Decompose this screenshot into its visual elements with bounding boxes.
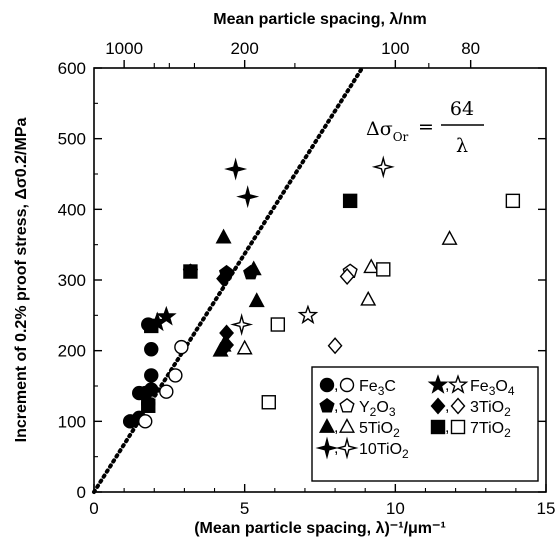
data-point: [441, 230, 458, 245]
y-tick-label: 200: [58, 342, 86, 361]
legend-marker: [339, 418, 355, 433]
legend-separator: ,: [334, 377, 338, 394]
legend-marker: [339, 377, 355, 393]
legend-marker: [319, 377, 335, 393]
data-point: [236, 185, 260, 209]
data-point: [215, 228, 232, 244]
data-point: [270, 317, 286, 332]
data-point: [144, 382, 159, 397]
data-point: [505, 193, 521, 209]
legend-label: 3TiO2: [470, 399, 511, 419]
legend-separator: ,: [445, 419, 449, 436]
data-point: [216, 270, 232, 288]
legend-label: 10TiO2: [359, 441, 409, 461]
data-point: [144, 368, 159, 383]
data-point: [339, 267, 355, 286]
data-point: [371, 155, 395, 179]
legend-marker: [427, 374, 449, 394]
equation-denominator: λ: [456, 135, 468, 157]
data-point: [327, 337, 343, 355]
data-point: [155, 305, 177, 326]
top-axis-ticks: 1000 200 100 80: [105, 39, 480, 68]
top-tick-label: 200: [230, 39, 258, 58]
top-tick-label: 100: [381, 39, 409, 58]
data-point: [297, 304, 319, 325]
legend-marker: [315, 436, 339, 460]
y-axis-title: Increment of 0.2% proof stress, Δσ0.2/MP…: [13, 118, 30, 443]
legend-marker: [339, 397, 355, 413]
x-tick-label: 10: [386, 499, 405, 518]
legend-label: 7TiO2: [470, 420, 511, 440]
data-point: [342, 193, 358, 209]
y-axis-ticks: 0 100 200 300 400 500 600: [58, 59, 546, 502]
data-point: [261, 395, 276, 410]
legend-marker: [319, 397, 335, 413]
y-tick-label: 300: [58, 271, 86, 290]
legend-label: Fe3O4: [470, 378, 515, 398]
data-point: [174, 339, 189, 355]
x-tick-label: 15: [537, 499, 556, 518]
data-point: [159, 384, 174, 399]
legend-separator: ,: [445, 398, 449, 415]
data-point: [360, 290, 377, 306]
y-tick-label: 400: [58, 200, 86, 219]
legend-marker: [447, 374, 469, 394]
data-point: [363, 258, 380, 274]
legend-marker: [430, 419, 446, 435]
data-point: [138, 414, 153, 429]
legend-label: Fe3C: [359, 378, 396, 398]
equation-lhs: ΔσOr: [366, 118, 409, 144]
data-point: [144, 318, 159, 334]
y-tick-label: 0: [77, 483, 86, 502]
equation: ΔσOr = 64 λ: [366, 98, 484, 157]
data-point: [168, 368, 183, 383]
data-point: [219, 324, 235, 342]
data-point: [376, 262, 391, 277]
y-tick-label: 100: [58, 412, 86, 431]
data-point: [236, 339, 253, 355]
x-tick-label: 5: [240, 499, 249, 518]
legend-label: 5TiO2: [359, 420, 400, 440]
data-point: [141, 398, 156, 413]
data-points: [122, 155, 521, 429]
legend-separator: ,: [445, 377, 449, 394]
top-tick-label: 80: [461, 39, 480, 58]
legend-separator: ,: [334, 398, 338, 415]
x-axis-title: (Mean particle spacing, λ)⁻¹/μm⁻¹: [194, 520, 446, 537]
legend: , Fe3C, Fe3O4, Y2O3, 3TiO2, 5TiO2, 7TiO2, 10TiO…: [311, 366, 539, 482]
legend-separator: ,: [334, 419, 338, 436]
top-tick-label: 1000: [105, 39, 143, 58]
equation-numerator: 64: [450, 98, 474, 120]
legend-marker: [319, 418, 335, 433]
x-tick-label: 0: [89, 499, 98, 518]
y-tick-label: 500: [58, 130, 86, 149]
data-point: [230, 313, 254, 337]
legend-separator: ,: [334, 440, 338, 457]
data-point: [144, 342, 159, 357]
legend-marker: [450, 419, 466, 435]
y-tick-label: 600: [58, 59, 86, 78]
legend-marker: [430, 397, 446, 415]
data-point: [248, 292, 265, 308]
data-point: [245, 260, 262, 276]
data-point: [183, 264, 198, 279]
x-axis-ticks: 0 5 10 15: [89, 484, 555, 518]
legend-label: Y2O3: [359, 399, 396, 419]
data-point: [215, 336, 232, 352]
top-axis-title: Mean particle spacing, λ/nm: [213, 11, 426, 28]
legend-marker: [450, 397, 466, 415]
data-point: [224, 157, 248, 181]
equation-equals: =: [418, 116, 434, 138]
legend-marker: [335, 436, 359, 460]
